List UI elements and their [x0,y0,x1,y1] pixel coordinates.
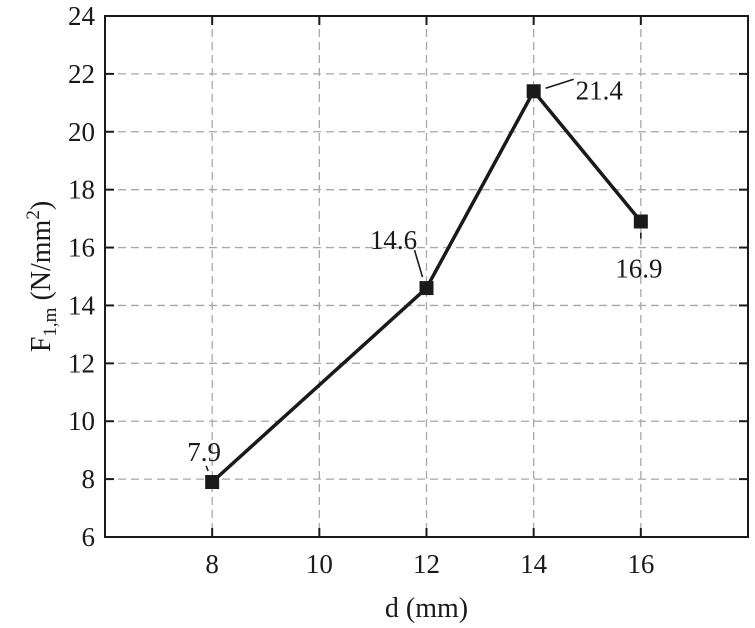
data-label: 7.9 [187,437,221,467]
y-tick-label: 12 [68,348,95,378]
y-axis-title-main: F [26,337,57,353]
y-axis-title-subscript: 1,m [40,307,61,336]
y-axis-title: F1,m (N/mm2) [23,201,61,352]
x-tick-label: 8 [205,549,219,579]
x-axis-title: d (mm) [385,593,468,624]
y-tick-label: 20 [68,117,95,147]
data-label: 14.6 [370,225,417,255]
y-tick-label: 16 [68,233,95,263]
x-tick-label: 16 [627,549,654,579]
data-labels: 7.9 14.6 21.4 16.9 [187,75,662,472]
y-tick-label: 8 [82,464,96,494]
data-label-leader [545,78,574,90]
data-label-leader [413,249,424,278]
y-tick-label: 10 [68,406,95,436]
data-point-marker [205,475,220,490]
y-axis-title-superscript: 2 [23,210,44,220]
y-axis-title-unit-suffix: ) [26,201,57,210]
x-tick-label: 12 [413,549,440,579]
data-point-marker [419,281,434,296]
series [205,84,648,490]
grid-lines [105,16,748,537]
data-point-marker [633,214,648,229]
y-tick-label: 22 [68,59,95,89]
data-label: 16.9 [615,254,662,284]
data-label-leader [205,465,209,472]
y-axis-title-unit-prefix: (N/mm [26,219,57,307]
x-tick-label: 14 [520,549,548,579]
series-line [210,88,643,484]
x-tick-label: 10 [306,549,333,579]
data-label: 21.4 [576,75,624,105]
data-point-marker [526,84,541,99]
y-tick-label: 18 [68,175,95,205]
y-tick-label: 24 [68,1,96,31]
y-tick-label: 6 [82,522,96,552]
y-tick-label: 14 [68,290,96,320]
axis-ticks: 6 8 10 12 14 16 18 20 22 24 8 10 12 14 16 [68,1,748,579]
